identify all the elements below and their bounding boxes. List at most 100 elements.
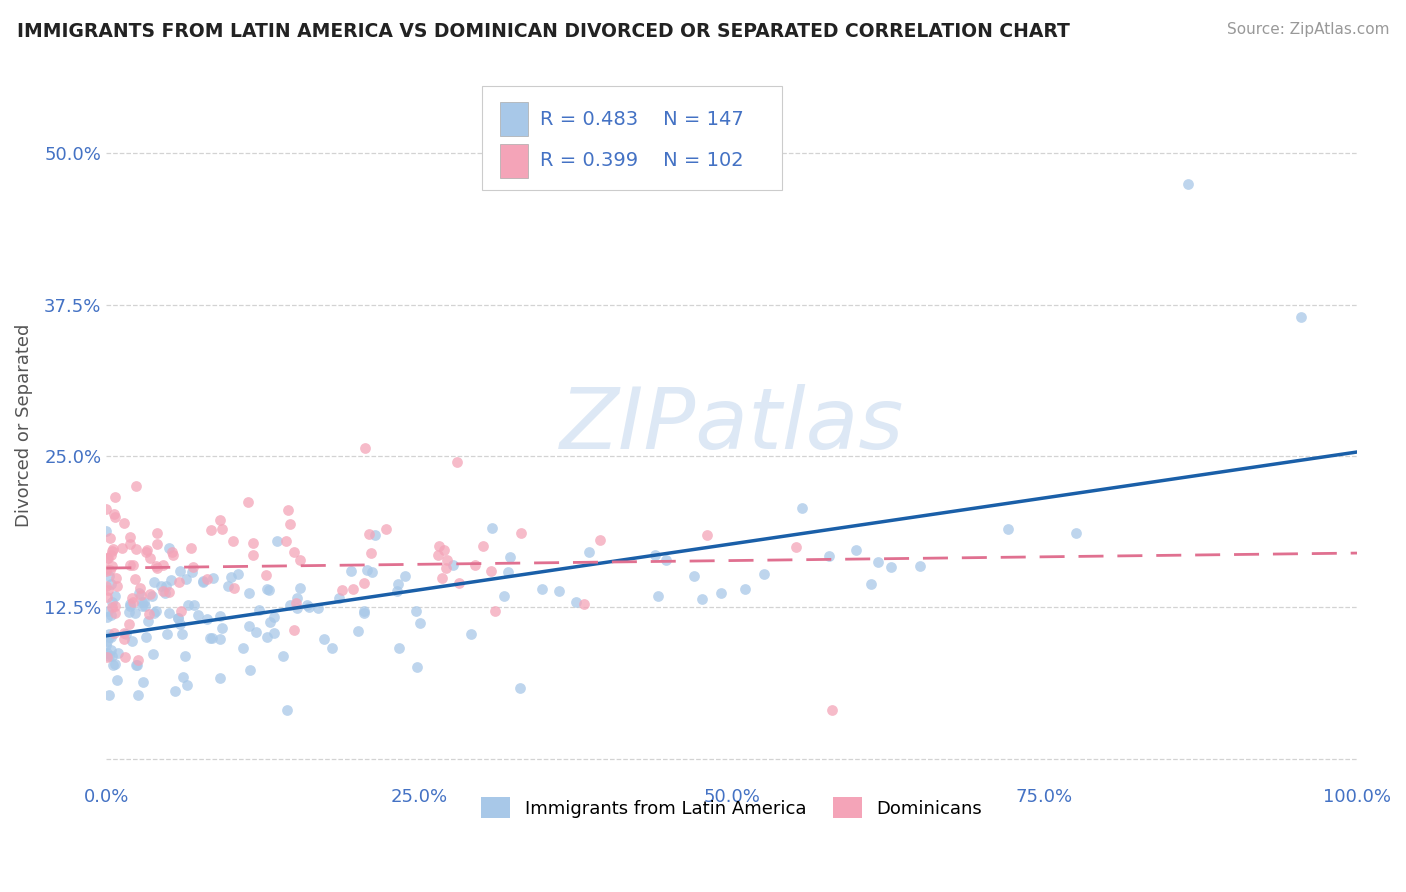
Point <box>271 649 294 664</box>
Point <box>96 646 118 660</box>
Point <box>121 595 143 609</box>
Point <box>360 546 382 560</box>
Point <box>167 574 190 589</box>
FancyBboxPatch shape <box>481 87 782 190</box>
Point <box>238 585 260 599</box>
Point <box>96 579 118 593</box>
Point <box>136 543 159 558</box>
Point <box>409 615 432 630</box>
Point <box>98 569 121 583</box>
Point <box>111 541 134 555</box>
Point <box>125 479 148 493</box>
Point <box>180 541 202 555</box>
Point <box>357 527 380 541</box>
Point <box>103 626 125 640</box>
Point <box>118 558 141 572</box>
Point <box>98 631 121 645</box>
Point <box>104 599 127 614</box>
Point <box>879 560 901 574</box>
Point <box>266 533 288 548</box>
Point <box>131 595 153 609</box>
Text: ZIPatlas: ZIPatlas <box>560 384 904 467</box>
Point <box>388 640 411 655</box>
Point <box>647 589 669 603</box>
Point <box>479 565 502 579</box>
Point <box>96 634 118 648</box>
Text: R = 0.399    N = 102: R = 0.399 N = 102 <box>540 152 744 170</box>
Point <box>96 639 118 653</box>
Point <box>374 522 396 536</box>
Point <box>163 684 186 698</box>
Point <box>436 553 458 567</box>
Point <box>242 549 264 563</box>
Point <box>120 599 142 613</box>
Point <box>181 559 204 574</box>
Point <box>278 517 301 532</box>
Point <box>142 647 165 661</box>
Point <box>124 572 146 586</box>
Point <box>259 615 281 629</box>
Point <box>118 530 141 544</box>
Point <box>288 581 311 595</box>
Point <box>572 597 595 611</box>
Point <box>283 623 305 637</box>
Point <box>98 649 121 664</box>
Point <box>112 626 135 640</box>
Point <box>103 658 125 673</box>
Point <box>98 563 121 577</box>
Point <box>845 543 868 558</box>
Point <box>191 575 214 590</box>
Point <box>180 565 202 579</box>
Point <box>101 543 124 558</box>
Point <box>114 650 136 665</box>
Point <box>238 619 260 633</box>
Point <box>146 537 169 551</box>
Point <box>121 634 143 648</box>
Point <box>245 624 267 639</box>
Point <box>709 586 731 600</box>
Point <box>208 608 231 623</box>
Point <box>97 604 120 618</box>
Point <box>447 576 470 591</box>
Point <box>96 551 118 566</box>
Point <box>868 555 890 569</box>
Point <box>174 572 197 586</box>
Point <box>818 549 841 563</box>
Point <box>104 657 127 672</box>
FancyBboxPatch shape <box>501 144 527 178</box>
Point <box>589 533 612 548</box>
Point <box>347 624 370 638</box>
Point <box>103 507 125 521</box>
Point <box>105 673 128 687</box>
Point <box>997 522 1019 536</box>
Point <box>141 589 163 603</box>
Point <box>734 582 756 596</box>
Point <box>100 642 122 657</box>
Point <box>100 631 122 645</box>
Point <box>910 559 932 574</box>
Point <box>385 584 408 599</box>
Point <box>222 582 245 596</box>
Point <box>101 558 124 573</box>
Point <box>121 591 143 605</box>
Point <box>104 589 127 603</box>
Point <box>353 606 375 620</box>
Point <box>136 615 159 629</box>
Point <box>100 531 122 545</box>
Point <box>219 569 242 583</box>
Point <box>96 649 118 664</box>
Text: R = 0.483    N = 147: R = 0.483 N = 147 <box>540 110 744 128</box>
Point <box>134 599 156 613</box>
Point <box>138 551 160 566</box>
Point <box>696 528 718 542</box>
Point <box>217 579 239 593</box>
Text: IMMIGRANTS FROM LATIN AMERICA VS DOMINICAN DIVORCED OR SEPARATED CORRELATION CHA: IMMIGRANTS FROM LATIN AMERICA VS DOMINIC… <box>17 22 1070 41</box>
Point <box>139 587 162 601</box>
Point <box>127 688 149 702</box>
FancyBboxPatch shape <box>501 102 527 136</box>
Point <box>157 585 180 599</box>
Point <box>312 632 335 646</box>
Point <box>124 657 146 672</box>
Point <box>277 503 299 517</box>
Point <box>129 588 152 602</box>
